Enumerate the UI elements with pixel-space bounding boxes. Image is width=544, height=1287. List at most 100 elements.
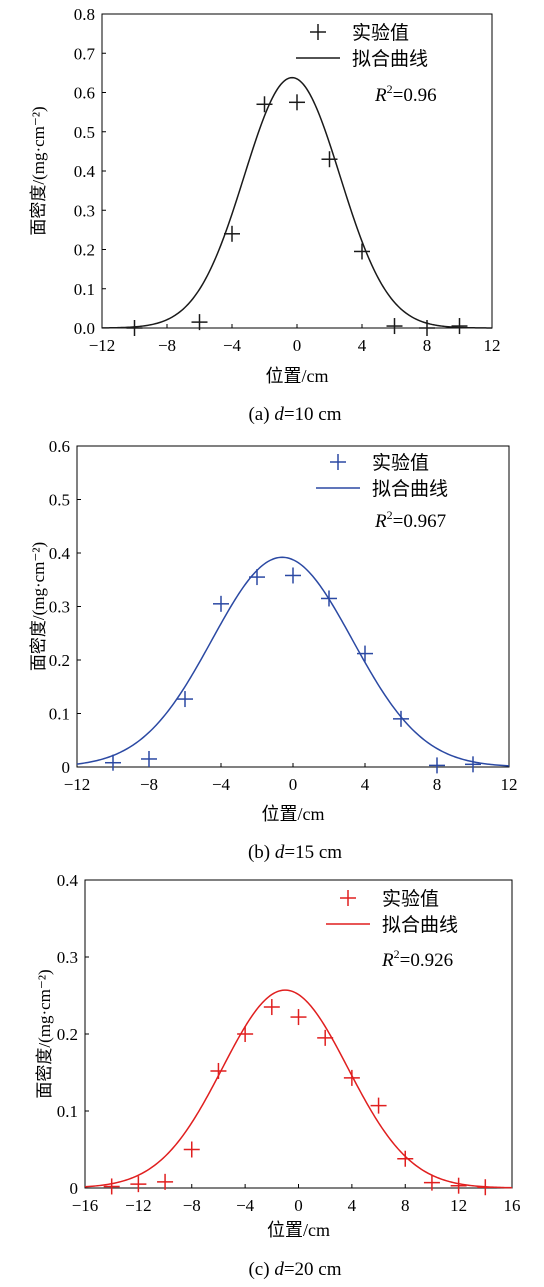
y-tick-label: 0.6 (49, 437, 70, 456)
data-point (183, 1141, 200, 1158)
r-squared-exponent: 2 (394, 947, 400, 961)
x-tick-label: 0 (293, 336, 302, 355)
data-point (256, 96, 273, 113)
x-tick-label: 12 (450, 1196, 467, 1215)
data-point (130, 1176, 147, 1193)
r-squared-symbol: R (381, 950, 394, 971)
data-point (465, 756, 481, 773)
caption-label: (a) (248, 404, 274, 425)
legend-line-label: 拟合曲线 (372, 478, 448, 500)
y-tick-label: 0.8 (74, 5, 95, 24)
y-tick-label: 0.1 (49, 705, 70, 724)
y-tick-label: 0 (70, 1179, 79, 1198)
y-tick-label: 0.3 (57, 948, 78, 967)
y-tick-label: 0.6 (74, 84, 95, 103)
x-axis-title: 位置/cm (262, 804, 325, 824)
panel-caption: (c) d=20 cm (248, 1259, 341, 1280)
y-tick-label: 0.4 (57, 871, 79, 890)
legend-points-label: 实验值 (372, 452, 429, 474)
x-tick-label: −8 (183, 1196, 201, 1215)
panel-caption: (b) d=15 cm (248, 842, 342, 863)
data-point (419, 320, 435, 336)
r-squared-exponent: 2 (387, 508, 393, 522)
y-axis-title: 面密度/(mg·cm⁻²) (35, 969, 54, 1098)
data-point (477, 1179, 494, 1196)
legend-points-label: 实验值 (352, 22, 409, 44)
x-axis-title: 位置/cm (266, 366, 329, 386)
data-point (177, 691, 193, 708)
r-squared-symbol: R (374, 511, 387, 532)
caption-d-symbol: d (274, 404, 284, 425)
data-point (224, 225, 240, 242)
y-tick-label: 0.0 (74, 319, 95, 338)
data-point (105, 754, 121, 771)
x-tick-label: −4 (223, 336, 242, 355)
caption-d-value: =10 cm (284, 404, 342, 425)
data-point (157, 1173, 174, 1190)
x-tick-label: −8 (158, 336, 176, 355)
y-tick-label: 0.2 (49, 651, 70, 670)
y-tick-label: 0.5 (49, 491, 70, 510)
y-tick-label: 0.2 (57, 1025, 78, 1044)
data-point (397, 1150, 414, 1167)
x-tick-label: 4 (358, 336, 367, 355)
data-point (141, 750, 157, 767)
data-point (357, 645, 373, 662)
x-tick-label: 12 (484, 336, 501, 355)
data-point (343, 1069, 360, 1086)
x-tick-label: 4 (361, 775, 370, 794)
r-squared-value: =0.96 (393, 85, 437, 106)
r-squared-value: =0.967 (393, 511, 446, 532)
y-tick-label: 0.1 (74, 280, 95, 299)
data-point (429, 757, 445, 774)
x-axis-title: 位置/cm (267, 1220, 330, 1240)
data-point (393, 710, 409, 727)
legend-line-label: 拟合曲线 (352, 48, 428, 70)
data-point (321, 151, 338, 168)
data-point (289, 94, 305, 111)
r-squared-annotation: R2=0.967 (374, 508, 446, 532)
y-tick-label: 0.7 (74, 44, 96, 63)
chart-panel-c: −16 −12 −8 −4 0 4 8 12 16 0 0.1 0.2 0.3 0.4 位置/cm 面密度/(… (35, 871, 521, 1280)
x-tick-label: −8 (140, 775, 158, 794)
y-tick-label: 0.4 (49, 544, 71, 563)
legend-points-label: 实验值 (382, 888, 439, 910)
y-tick-label: 0.3 (74, 201, 95, 220)
r-squared-annotation: R2=0.926 (381, 947, 453, 971)
data-point (126, 320, 143, 336)
fit-curve (101, 76, 493, 329)
y-axis-title: 面密度/(mg·cm⁻²) (29, 106, 48, 235)
fit-curve (84, 989, 513, 1189)
caption-label: (c) (248, 1259, 274, 1280)
r-squared-symbol: R (374, 85, 387, 106)
r-squared-exponent: 2 (387, 82, 393, 96)
x-tick-label: 4 (348, 1196, 357, 1215)
x-tick-label: −4 (212, 775, 231, 794)
data-point (354, 243, 370, 260)
y-tick-label: 0.2 (74, 241, 95, 260)
fit-curve (76, 556, 510, 767)
x-tick-label: 8 (433, 775, 442, 794)
x-tick-label: −12 (64, 775, 91, 794)
data-point (386, 318, 403, 335)
data-point (263, 999, 280, 1016)
data-point (285, 567, 301, 584)
data-point (321, 590, 337, 607)
x-tick-label: 8 (423, 336, 432, 355)
x-tick-label: −16 (72, 1196, 99, 1215)
data-point (317, 1029, 334, 1046)
y-tick-label: 0.5 (74, 123, 95, 142)
x-tick-label: −4 (236, 1196, 255, 1215)
data-point (370, 1097, 387, 1114)
data-point (237, 1026, 254, 1042)
caption-d-value: =20 cm (284, 1259, 342, 1280)
caption-d-symbol: d (275, 842, 285, 863)
y-axis-title: 面密度/(mg·cm⁻²) (29, 542, 48, 671)
data-point (450, 1177, 467, 1194)
chart-panel-b: −12 −8 −4 0 4 8 12 0 0.1 0.2 0.3 0.4 0.5 0.6 位置/cm 面密度/… (29, 437, 518, 863)
data-point (191, 314, 208, 331)
x-tick-label: 12 (501, 775, 518, 794)
